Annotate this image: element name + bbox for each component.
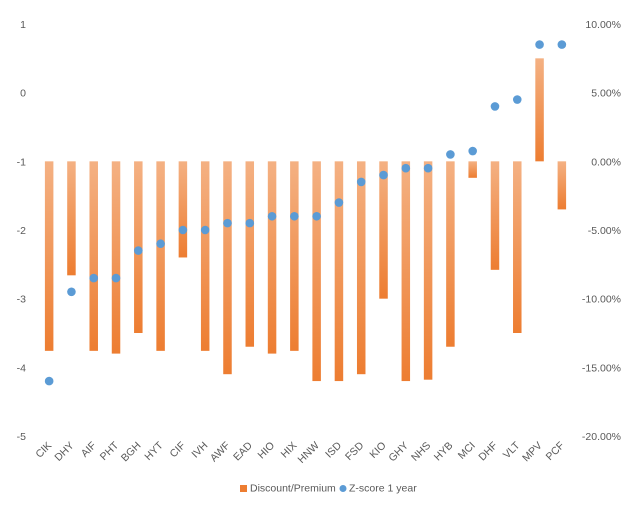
- bar-discount-premium: [223, 161, 232, 375]
- point-z-score: [89, 273, 99, 283]
- point-z-score: [446, 150, 455, 159]
- category-label: CIK: [33, 440, 54, 461]
- category-label: HNW: [296, 440, 322, 466]
- category-label: HIO: [255, 440, 277, 462]
- legend: Discount/Premium Z-score 1 year: [240, 483, 417, 495]
- point-z-score: [512, 95, 522, 104]
- bar-discount-premium: [423, 161, 433, 380]
- category-label: KIO: [367, 440, 388, 461]
- category-label: HYB: [432, 440, 456, 464]
- left-axis-tick-label: -1: [17, 156, 26, 168]
- left-axis-tick-label: -4: [17, 362, 26, 374]
- point-z-score: [557, 40, 567, 49]
- bar-discount-premium: [267, 161, 277, 354]
- bar-discount-premium: [178, 161, 188, 258]
- point-z-score: [312, 211, 321, 221]
- point-z-score: [334, 198, 344, 207]
- point-z-score: [401, 163, 411, 173]
- category-label: FSD: [343, 439, 367, 463]
- category-label: MPV: [520, 440, 545, 465]
- category-label: BGH: [119, 440, 144, 465]
- point-z-score: [178, 225, 188, 235]
- bar-discount-premium: [557, 161, 567, 210]
- category-label: VLT: [501, 439, 523, 461]
- category-label: MCI: [456, 440, 478, 462]
- category-label: HYT: [142, 439, 166, 463]
- left-axis-ticks: 1 0 -1 -2 -3 -4 -5: [17, 19, 27, 443]
- bar-discount-premium: [245, 161, 255, 347]
- category-label: PCF: [544, 440, 567, 463]
- bar-discount-premium: [446, 161, 455, 347]
- point-z-score: [134, 246, 143, 255]
- bar-discount-premium: [89, 161, 98, 351]
- point-z-score: [267, 211, 277, 221]
- category-label: IVH: [189, 440, 210, 461]
- legend-label-discount-premium: Discount/Premium: [250, 483, 336, 495]
- category-label: NHS: [409, 440, 433, 464]
- category-label: CIF: [168, 440, 188, 460]
- category-label: AWF: [208, 440, 233, 465]
- bars-layer: [44, 58, 567, 382]
- right-axis-ticks: 10.00% 5.00% 0.00% -5.00% -10.00% -15.00% -20.…: [582, 19, 621, 443]
- bar-discount-premium: [111, 161, 121, 354]
- point-z-score: [423, 163, 433, 173]
- point-z-score: [111, 273, 121, 283]
- right-axis-tick-label: 0.00%: [591, 156, 621, 168]
- category-label: DHY: [52, 440, 76, 464]
- point-z-score: [245, 218, 255, 228]
- left-axis-tick-label: 0: [20, 88, 26, 100]
- category-label: DHF: [476, 440, 500, 464]
- bar-discount-premium: [200, 161, 210, 351]
- point-z-score: [156, 239, 165, 249]
- bar-discount-premium: [468, 161, 477, 178]
- bar-discount-premium: [535, 58, 544, 162]
- left-axis-tick-label: 1: [20, 19, 26, 31]
- legend-label-z-score: Z-score 1 year: [349, 483, 417, 495]
- right-axis-tick-label: -5.00%: [588, 225, 621, 237]
- left-axis-tick-label: -2: [17, 225, 26, 237]
- bar-discount-premium: [290, 161, 299, 351]
- right-axis-tick-label: 5.00%: [591, 88, 621, 100]
- right-axis-tick-label: -15.00%: [582, 362, 621, 374]
- category-label: AIF: [79, 440, 99, 460]
- bar-discount-premium: [156, 161, 165, 351]
- bar-discount-premium: [490, 161, 500, 270]
- bar-discount-premium: [379, 161, 388, 299]
- category-label: PHT: [98, 439, 122, 463]
- point-z-score: [223, 218, 232, 228]
- point-z-score: [290, 211, 299, 221]
- legend-swatch-discount-premium: [240, 485, 247, 492]
- bar-discount-premium: [513, 161, 522, 333]
- legend-swatch-z-score: [339, 485, 347, 492]
- point-z-score: [67, 287, 76, 297]
- bar-discount-premium: [356, 161, 366, 375]
- right-axis-tick-label: -20.00%: [582, 431, 621, 443]
- point-z-score: [535, 40, 544, 49]
- bar-discount-premium: [312, 161, 321, 382]
- right-axis-tick-label: 10.00%: [585, 19, 621, 31]
- category-label: EAD: [231, 439, 255, 463]
- bar-discount-premium: [401, 161, 411, 382]
- dots-layer: [44, 40, 567, 386]
- point-z-score: [356, 177, 366, 187]
- point-z-score: [44, 376, 54, 386]
- right-axis-tick-label: -10.00%: [582, 294, 621, 306]
- point-z-score: [468, 146, 477, 156]
- bar-discount-premium: [67, 161, 76, 276]
- left-axis-tick-label: -5: [17, 431, 26, 443]
- bar-discount-premium: [44, 161, 54, 351]
- point-z-score: [379, 170, 388, 180]
- point-z-score: [200, 225, 210, 235]
- category-label: GHY: [386, 440, 411, 465]
- point-z-score: [490, 102, 500, 111]
- left-axis-tick-label: -3: [17, 294, 26, 306]
- bar-discount-premium: [334, 161, 344, 382]
- category-label: ISD: [323, 439, 344, 460]
